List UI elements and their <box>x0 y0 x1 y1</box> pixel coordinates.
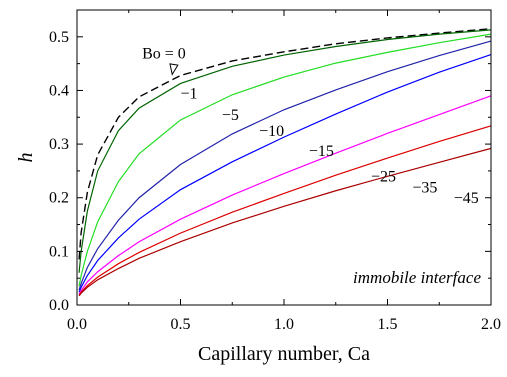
x-tick-label: 1.5 <box>378 316 398 333</box>
series-label-0: Bo = 0 <box>142 45 186 62</box>
y-tick-label: 0.4 <box>49 82 69 99</box>
series-label-5: −25 <box>371 169 396 186</box>
series-label-2: −5 <box>222 107 239 124</box>
x-tick-label: 2.0 <box>481 316 501 333</box>
series-label-4: −15 <box>309 143 334 160</box>
y-tick-label: 0.1 <box>49 243 69 260</box>
series-labels: Bo = 0 −1 −5 −10 −15 −25 −35 −45 <box>142 45 479 207</box>
x-axis-ticks: 0.0 0.5 1.0 1.5 2.0 <box>67 10 501 333</box>
series-line-4 <box>78 53 492 293</box>
y-tick-label: 0.3 <box>49 136 69 153</box>
y-tick-label: 0.2 <box>49 190 69 207</box>
series-line-5 <box>78 95 492 295</box>
x-tick-label: 0.5 <box>171 316 191 333</box>
series-line-2 <box>78 33 492 287</box>
x-tick-label: 1.0 <box>274 316 294 333</box>
series-label-3: −10 <box>259 123 284 140</box>
bo-label-arrowhead <box>169 63 179 76</box>
x-tick-label: 0.0 <box>67 316 87 333</box>
y-axis-title: h <box>15 153 37 163</box>
series-layer <box>78 28 492 297</box>
x-axis-title: Capillary number, Ca <box>198 343 370 365</box>
series-line-0 <box>78 28 492 260</box>
series-label-7: −45 <box>454 190 479 207</box>
y-axis-ticks: 0.0 0.1 0.2 0.3 0.4 0.5 <box>49 29 491 314</box>
plot-frame <box>76 9 492 306</box>
series-label-6: −35 <box>412 179 437 196</box>
series-line-3 <box>78 40 492 291</box>
series-line-7 <box>78 147 492 297</box>
y-tick-label: 0.0 <box>49 297 69 314</box>
y-tick-label: 0.5 <box>49 29 69 46</box>
series-line-6 <box>78 125 492 296</box>
series-line-1 <box>78 29 492 273</box>
annotation-text: immobile interface <box>353 268 481 287</box>
series-label-1: −1 <box>181 86 198 103</box>
